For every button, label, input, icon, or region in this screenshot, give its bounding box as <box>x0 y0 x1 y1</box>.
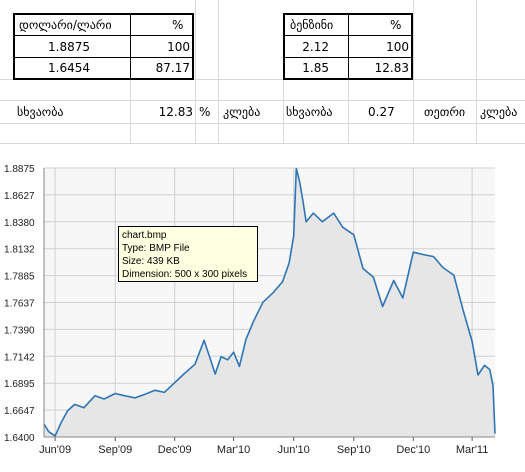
table1-cell-pct-2[interactable]: 87.17 <box>155 61 190 75</box>
y-tick-label: 1.6895 <box>4 379 35 390</box>
y-tick-label: 1.7637 <box>4 299 35 310</box>
tooltip-file-type: Type: BMP File <box>122 243 190 254</box>
x-tick-label: Sep'10 <box>337 444 371 456</box>
x-tick-label: Sep'09 <box>98 444 132 456</box>
chart-axes: 1.8875 1.8627 1.8380 1.8132 1.7885 1.7637 1.73… <box>4 164 495 456</box>
row5-difference-value-2[interactable]: 0.27 <box>368 105 395 119</box>
table1-header-currency[interactable]: დოლარი/ლარი <box>19 18 112 32</box>
row5-decrease-label-2[interactable]: კლება <box>480 105 518 119</box>
y-tick-label: 1.6400 <box>4 433 35 444</box>
y-tick-label: 1.6647 <box>4 406 35 417</box>
y-tick-label: 1.7885 <box>4 272 35 283</box>
y-tick-label: 1.8875 <box>4 164 35 175</box>
row5-difference-label-2[interactable]: სხვაობა <box>286 105 333 119</box>
table2-cell-price-2[interactable]: 1.85 <box>302 61 329 75</box>
x-tick-label: Mar'10 <box>217 444 250 456</box>
x-tick-label: Mar'11 <box>456 444 488 456</box>
file-tooltip: chart.bmp Type: BMP File Size: 439 KB Di… <box>118 226 258 282</box>
exchange-rate-chart[interactable]: 1.8875 1.8627 1.8380 1.8132 1.7885 1.7637 1.73… <box>0 150 525 472</box>
table2-header-fuel[interactable]: ბენზინი <box>290 18 334 32</box>
table2-cell-pct-1[interactable]: 100 <box>386 40 409 54</box>
series-line <box>43 167 496 437</box>
x-tick-label: Dec'09 <box>158 444 192 456</box>
chart-series <box>43 167 496 437</box>
y-tick-label: 1.7142 <box>4 352 35 363</box>
row5-tetri-label[interactable]: თეთრი <box>424 105 466 119</box>
x-tick-label: Dec'10 <box>396 444 430 456</box>
y-tick-label: 1.8132 <box>4 245 35 256</box>
series-area-fill <box>44 168 495 437</box>
table1-cell-rate-1[interactable]: 1.8875 <box>48 40 90 54</box>
y-tick-label: 1.8627 <box>4 191 35 202</box>
tooltip-file-name: chart.bmp <box>122 230 167 241</box>
x-tick-label: Jun'09 <box>39 444 71 456</box>
row5-difference-value[interactable]: 12.83 <box>158 105 193 119</box>
x-tick-label: Jun'10 <box>278 444 310 456</box>
table2-cell-pct-2[interactable]: 12.83 <box>374 61 409 75</box>
table2-cell-price-1[interactable]: 2.12 <box>302 40 329 54</box>
table1-header-percent[interactable]: % <box>172 18 184 32</box>
table2-header-percent[interactable]: % <box>390 18 402 32</box>
row5-percent-sign[interactable]: % <box>199 105 211 119</box>
tooltip-file-dimension: Dimension: 500 x 300 pixels <box>122 269 248 280</box>
tooltip-file-size: Size: 439 KB <box>122 256 180 267</box>
table1-cell-pct-1[interactable]: 100 <box>167 40 190 54</box>
y-tick-label: 1.7390 <box>4 325 35 336</box>
table1-cell-rate-2[interactable]: 1.6454 <box>48 61 90 75</box>
row5-difference-label[interactable]: სხვაობა <box>17 105 64 119</box>
y-tick-label: 1.8380 <box>4 218 35 229</box>
row5-decrease-label[interactable]: კლება <box>223 105 261 119</box>
